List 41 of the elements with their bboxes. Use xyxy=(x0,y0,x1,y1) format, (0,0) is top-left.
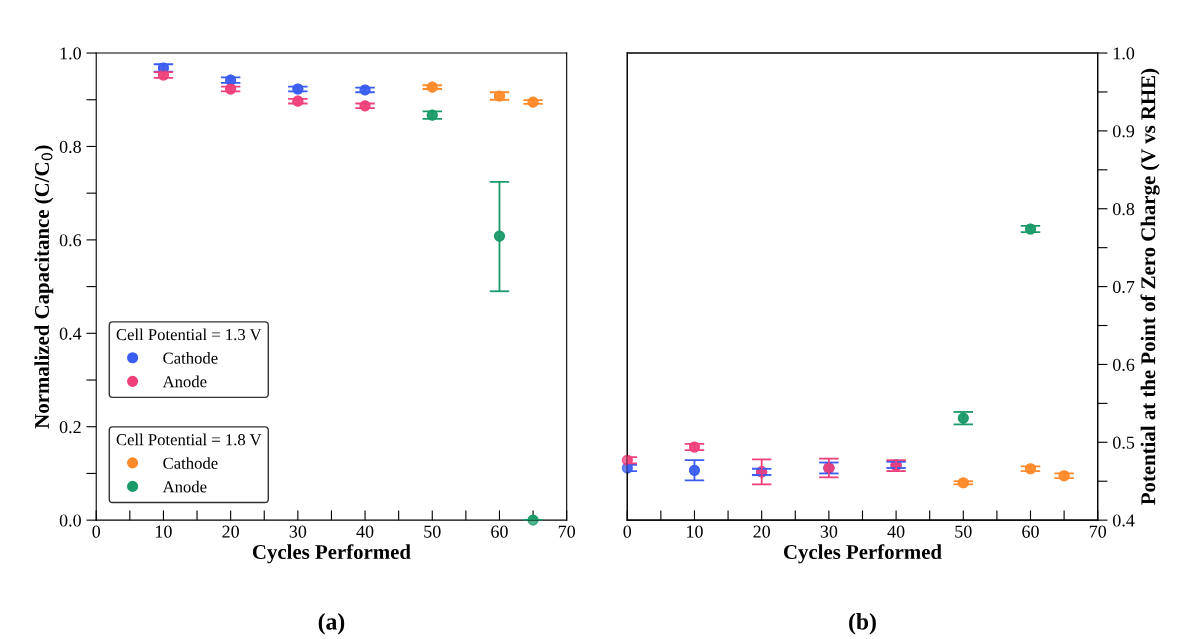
x-tick-label: 30 xyxy=(820,525,838,538)
x-axis-title: Cycles Performed xyxy=(783,544,942,564)
text: (a) xyxy=(318,613,345,635)
y-axis-title: Normalized Capacitance (C/C$_{0}$) xyxy=(34,145,54,429)
x-tick-label: 40 xyxy=(356,525,374,538)
legend-label: Cathode xyxy=(163,352,218,364)
x-tick-label: 70 xyxy=(1089,525,1107,538)
y2-tick-label: 0.7 xyxy=(1112,280,1135,294)
x-tick-label: 0 xyxy=(623,525,632,538)
y-tick-label: 0.4 xyxy=(59,327,82,340)
y2-tick-label: 0.6 xyxy=(1112,358,1135,371)
x-tick-label: 10 xyxy=(687,525,703,538)
y-tick-label: 0.8 xyxy=(59,140,81,153)
y2-tick-label: 0.5 xyxy=(1112,436,1135,449)
y2-axis-title: Potential at the Point of Zero Charge (V vs RHE) xyxy=(1140,68,1160,505)
y2-tick-label: 0.8 xyxy=(1112,203,1135,216)
y2-tick-label: 0.9 xyxy=(1112,125,1135,138)
x-tick-label: 20 xyxy=(753,525,771,538)
x-tick-label: 20 xyxy=(222,525,239,538)
x-tick-label: 50 xyxy=(955,525,972,538)
text: 1.0 xyxy=(60,47,81,60)
x-tick-label: 50 xyxy=(424,525,441,538)
x-tick-label: 70 xyxy=(558,525,576,538)
x-tick-label: 40 xyxy=(887,525,905,538)
x-tick-label: 30 xyxy=(289,525,307,538)
x-tick-label: 10 xyxy=(156,525,172,538)
legend-label: Cathode xyxy=(163,457,218,469)
text: (b) xyxy=(849,613,876,635)
x-tick-label: 0 xyxy=(92,525,101,538)
text: 0.0 xyxy=(59,514,81,527)
x-tick-label: 60 xyxy=(491,525,508,538)
text: Cell Potential = 1.8 V xyxy=(116,433,262,446)
legend-label: Anode xyxy=(162,480,207,493)
x-axis-title: Cycles Performed xyxy=(252,544,411,564)
y2-tick-label: 0.4 xyxy=(1112,514,1135,527)
y-tick-label: 0.6 xyxy=(59,234,82,247)
text: 1.0 xyxy=(1113,47,1135,60)
x-tick-label: 60 xyxy=(1022,525,1039,538)
legend-label: Anode xyxy=(162,375,207,388)
y-tick-label: 0.2 xyxy=(59,420,81,434)
text: Cell Potential = 1.3 V xyxy=(116,328,262,341)
